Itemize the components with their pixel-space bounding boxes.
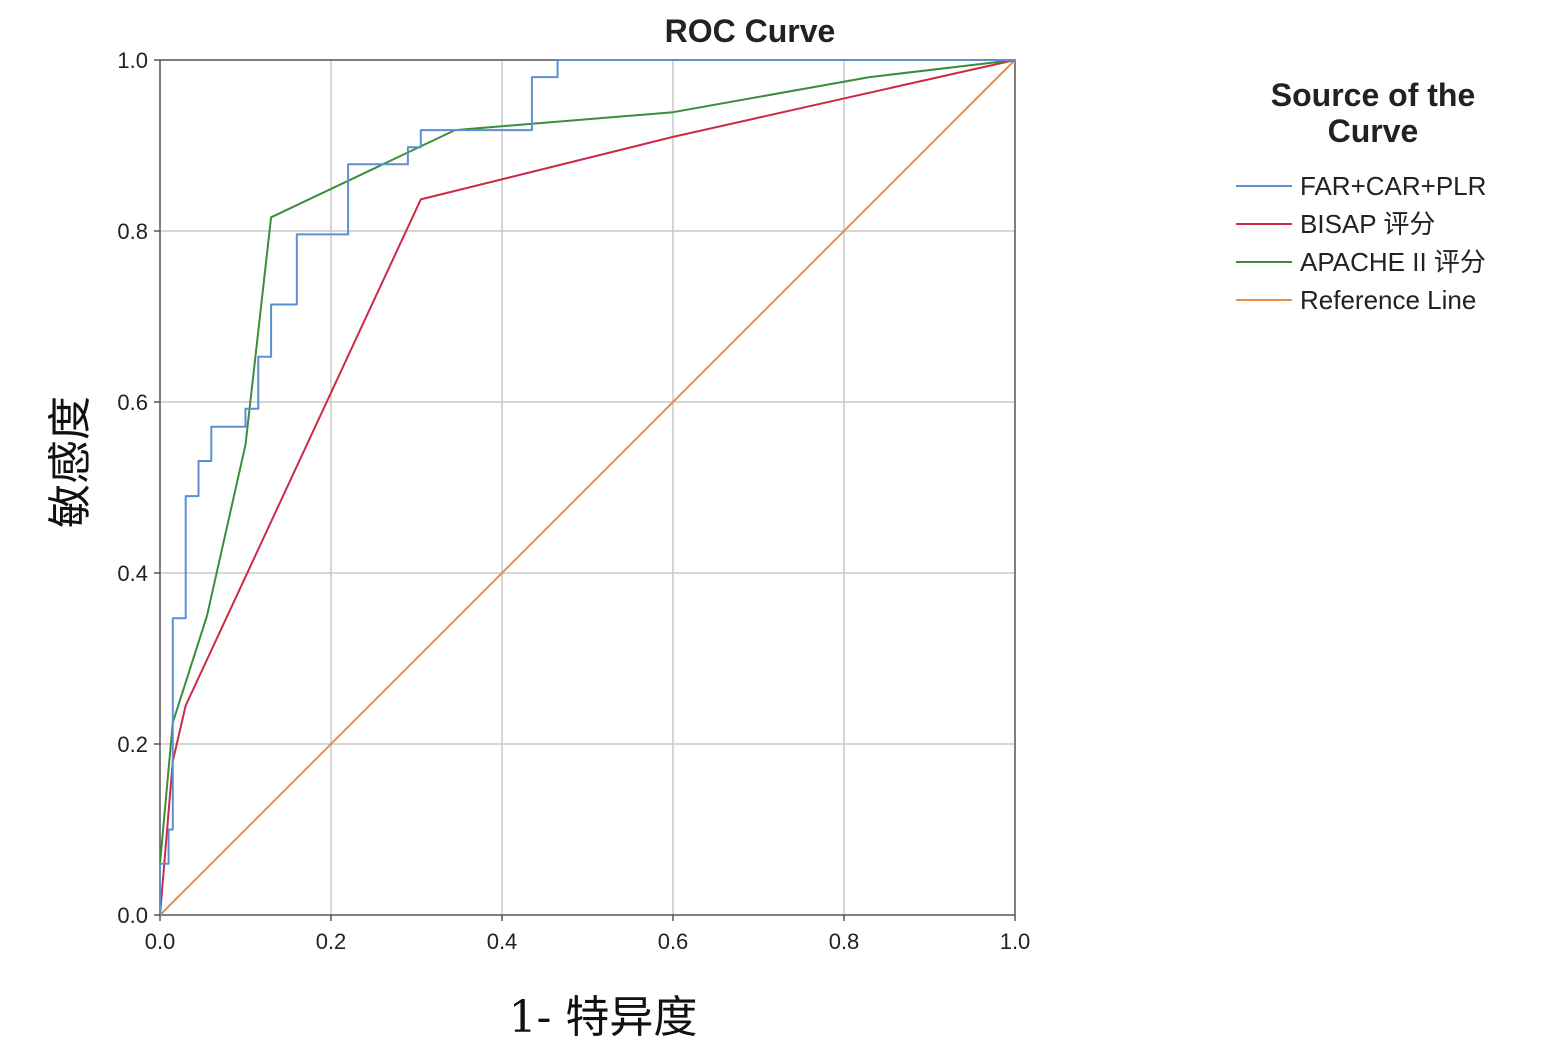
- x-tick-label: 0.8: [829, 929, 860, 954]
- y-axis-label: 敏感度: [45, 396, 96, 528]
- series-line-far-car-plr: [159, 59, 1015, 915]
- y-tick-label: 0.4: [117, 561, 148, 586]
- series-line-reference-line: [159, 59, 1016, 916]
- legend-label-reference-line: Reference Line: [1300, 285, 1476, 315]
- y-tick-label: 0.0: [117, 903, 148, 928]
- x-tick-label: 0.0: [145, 929, 176, 954]
- x-tick-label: 0.6: [658, 929, 689, 954]
- legend: Source of the Curve FAR+CAR+PLR BISAP 评分 A…: [1236, 77, 1486, 315]
- x-tick-label: 0.4: [487, 929, 518, 954]
- axis-ticks: 0.0 0.2 0.4 0.6 0.8 1.0 0.0 0.2 0.4 0.6 0.8 1.0: [117, 48, 1030, 954]
- y-tick-label: 1.0: [117, 48, 148, 73]
- legend-label-far-car-plr: FAR+CAR+PLR: [1300, 171, 1486, 201]
- y-tick-label: 0.6: [117, 390, 148, 415]
- series-line-apache-ii: [159, 59, 1016, 864]
- legend-label-apache-ii: APACHE II 评分: [1300, 247, 1486, 277]
- series-line-bisap: [159, 59, 1016, 916]
- legend-title-line2: Curve: [1328, 113, 1419, 149]
- grid-lines: [160, 60, 1015, 915]
- legend-label-bisap: BISAP 评分: [1300, 209, 1435, 239]
- x-tick-label: 0.2: [316, 929, 347, 954]
- series-layer: [159, 59, 1016, 916]
- legend-title-line1: Source of the: [1271, 77, 1475, 113]
- y-tick-label: 0.2: [117, 732, 148, 757]
- y-tick-label: 0.8: [117, 219, 148, 244]
- x-axis-label: 1- 特异度: [509, 992, 698, 1043]
- chart-title: ROC Curve: [665, 13, 836, 49]
- x-tick-label: 1.0: [1000, 929, 1031, 954]
